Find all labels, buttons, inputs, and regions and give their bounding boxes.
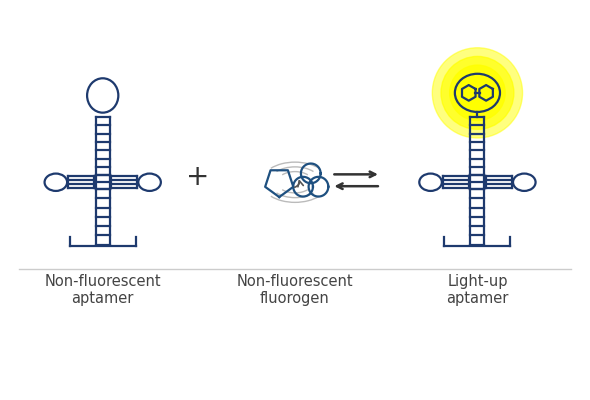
Text: +: + bbox=[186, 163, 209, 191]
Text: Light-up
aptamer: Light-up aptamer bbox=[446, 274, 509, 306]
Ellipse shape bbox=[455, 74, 500, 112]
Text: Non-fluorescent
aptamer: Non-fluorescent aptamer bbox=[44, 274, 161, 306]
Ellipse shape bbox=[432, 48, 523, 138]
Ellipse shape bbox=[441, 56, 514, 129]
Text: Non-fluorescent
fluorogen: Non-fluorescent fluorogen bbox=[237, 274, 353, 306]
Ellipse shape bbox=[450, 65, 505, 121]
Polygon shape bbox=[462, 85, 476, 101]
Polygon shape bbox=[479, 85, 493, 101]
